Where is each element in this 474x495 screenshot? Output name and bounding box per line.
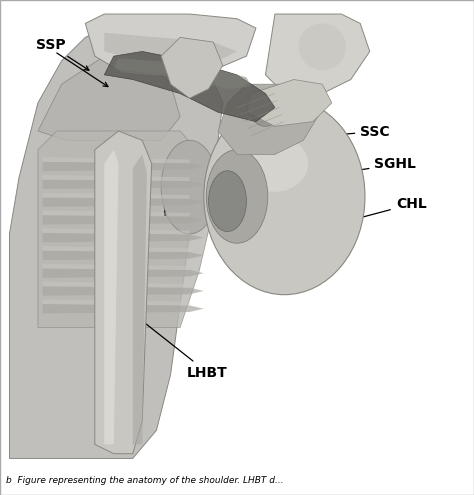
Point	[274, 98, 280, 103]
Polygon shape	[43, 157, 190, 163]
Text: CHL: CHL	[312, 197, 427, 232]
Polygon shape	[43, 215, 204, 225]
Polygon shape	[38, 131, 213, 328]
Polygon shape	[114, 58, 251, 89]
Ellipse shape	[161, 141, 218, 234]
Polygon shape	[9, 28, 223, 458]
Polygon shape	[43, 180, 204, 189]
Polygon shape	[104, 149, 118, 445]
Polygon shape	[85, 14, 256, 75]
Polygon shape	[161, 38, 223, 98]
Polygon shape	[43, 198, 204, 207]
Text: SSP: SSP	[36, 38, 89, 70]
Polygon shape	[218, 84, 318, 154]
Polygon shape	[104, 51, 275, 122]
Text: SSC: SSC	[272, 125, 390, 142]
Polygon shape	[43, 162, 204, 171]
Polygon shape	[133, 154, 147, 445]
Polygon shape	[43, 228, 190, 234]
Polygon shape	[104, 33, 237, 65]
Polygon shape	[43, 282, 190, 288]
Line: 2 pts: 2 pts	[244, 107, 279, 122]
Line: 2 pts: 2 pts	[240, 100, 277, 115]
Point	[248, 133, 254, 139]
Ellipse shape	[204, 98, 365, 295]
Polygon shape	[43, 246, 190, 252]
Polygon shape	[43, 210, 190, 217]
Polygon shape	[43, 286, 204, 296]
Polygon shape	[43, 268, 204, 278]
Ellipse shape	[206, 149, 268, 243]
Point	[245, 126, 250, 132]
Line: 2 pts: 2 pts	[247, 115, 281, 129]
Polygon shape	[43, 264, 190, 270]
Point	[234, 104, 240, 110]
Text: H: H	[163, 206, 173, 219]
Point	[278, 112, 284, 118]
Point	[276, 104, 282, 110]
Polygon shape	[95, 131, 152, 454]
Polygon shape	[38, 56, 180, 141]
Polygon shape	[43, 193, 190, 199]
Text: SGHL: SGHL	[298, 157, 416, 181]
Point	[272, 91, 278, 97]
Polygon shape	[43, 233, 204, 243]
Ellipse shape	[251, 98, 280, 126]
Line: 2 pts: 2 pts	[251, 122, 283, 136]
Ellipse shape	[242, 136, 308, 192]
Text: LHBT: LHBT	[136, 316, 228, 380]
Point	[237, 112, 244, 118]
Polygon shape	[43, 299, 190, 305]
Polygon shape	[43, 175, 190, 181]
Text: b  Figure representing the anatomy of the shoulder. LHBT d...: b Figure representing the anatomy of the…	[6, 476, 283, 485]
Ellipse shape	[209, 171, 246, 232]
Line: 2 pts: 2 pts	[237, 94, 275, 107]
Ellipse shape	[299, 23, 346, 70]
Polygon shape	[265, 14, 370, 94]
Polygon shape	[246, 80, 332, 126]
Point	[281, 119, 286, 125]
Polygon shape	[43, 251, 204, 260]
Polygon shape	[43, 304, 204, 313]
Point	[241, 119, 247, 125]
